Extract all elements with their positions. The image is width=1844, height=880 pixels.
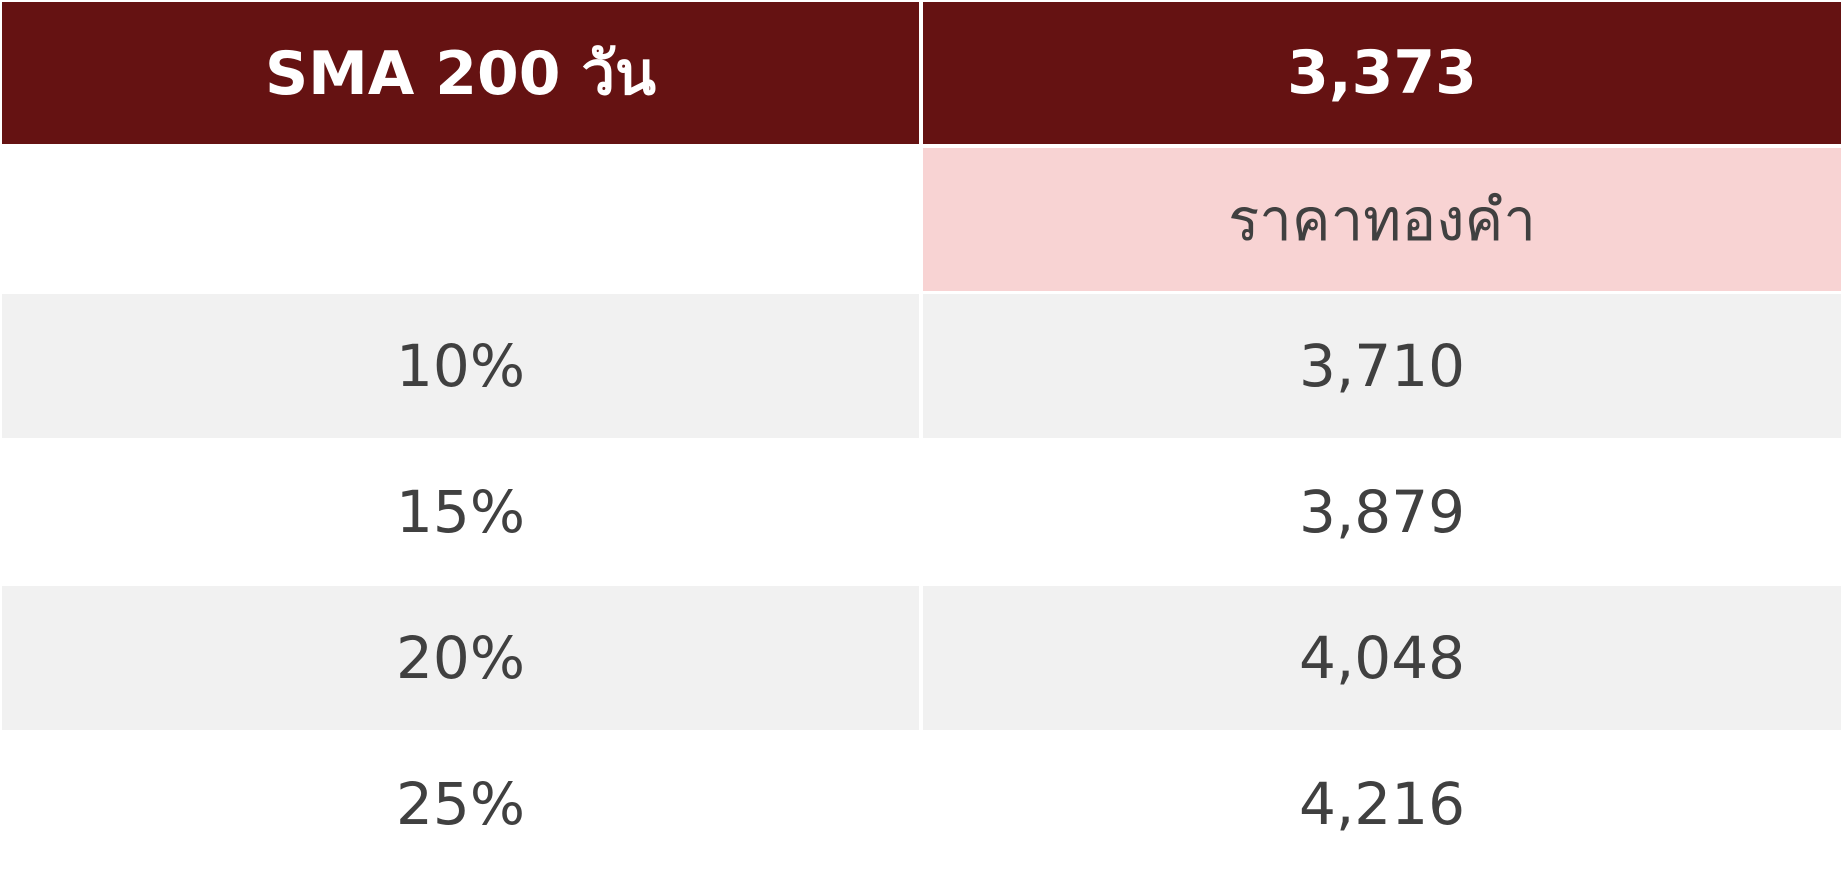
percent-cell: 25% [396, 770, 525, 838]
price-cell: 4,216 [1298, 770, 1466, 838]
price-cell: 3,710 [923, 294, 1841, 438]
header-cell: 3,373 [923, 2, 1841, 144]
percent-cell: 15% [396, 478, 525, 546]
percent-cell: 10% [2, 294, 919, 438]
price-cell: 3,879 [1298, 478, 1466, 546]
percent-cell: 20% [2, 586, 919, 730]
subheader-cell: ราคาทองคำ [923, 148, 1841, 291]
price-cell: 4,048 [923, 586, 1841, 730]
header-cell: SMA 200 วัน [2, 2, 919, 144]
